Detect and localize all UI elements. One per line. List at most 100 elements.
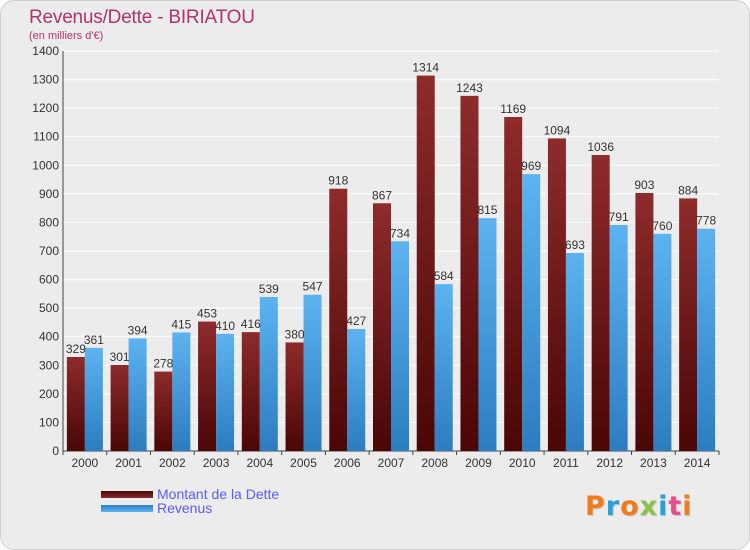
bar-revenue-2010 (522, 174, 541, 451)
legend-label-revenue: Revenus (157, 500, 213, 516)
x-tick-label: 2010 (509, 456, 536, 470)
proxiti-logo: Proxiti (585, 491, 693, 522)
x-tick-label: 2009 (465, 456, 492, 470)
data-label-revenue-2011: 693 (565, 238, 585, 252)
y-tick-label: 0 (52, 444, 59, 458)
data-label-revenue-2003: 410 (215, 319, 235, 333)
bar-revenue-2008 (434, 284, 453, 451)
x-tick-label: 2008 (421, 456, 448, 470)
bar-debt-2009 (460, 95, 479, 451)
bar-revenue-2011 (565, 253, 584, 451)
bar-debt-2004 (241, 332, 260, 451)
data-label-debt-2005: 380 (285, 327, 305, 341)
x-tick-label: 2002 (159, 456, 186, 470)
bar-revenue-2012 (609, 225, 628, 451)
bar-revenue-2006 (347, 329, 366, 451)
data-label-revenue-2007: 734 (390, 226, 410, 240)
data-label-debt-2013: 903 (634, 178, 654, 192)
data-label-debt-2012: 1036 (587, 140, 614, 154)
y-tick-label: 900 (39, 187, 59, 201)
data-label-revenue-2014: 778 (696, 214, 716, 228)
data-label-revenue-2013: 760 (652, 219, 672, 233)
y-tick-label: 300 (39, 358, 59, 372)
data-label-debt-2008: 1314 (412, 61, 439, 75)
legend-swatch-revenue (101, 504, 153, 512)
y-tick-label: 1000 (32, 158, 59, 172)
x-tick-label: 2012 (596, 456, 623, 470)
x-tick-label: 2013 (640, 456, 667, 470)
data-label-revenue-2000: 361 (84, 333, 104, 347)
data-label-debt-2014: 884 (678, 183, 698, 197)
legend: Montant de la Dette Revenus (101, 486, 280, 516)
bar-revenue-2000 (84, 347, 103, 451)
bar-revenue-2009 (478, 218, 497, 451)
data-label-debt-2003: 453 (197, 307, 217, 321)
bar-revenue-2005 (303, 294, 322, 451)
chart-subtitle: (en milliers d'€) (29, 30, 104, 42)
x-tick-label: 2005 (290, 456, 317, 470)
x-tick-label: 2000 (72, 456, 99, 470)
bar-revenue-2001 (128, 338, 147, 451)
legend-swatch-debt (101, 490, 153, 498)
y-tick-label: 500 (39, 301, 59, 315)
x-tick-label: 2004 (246, 456, 273, 470)
y-tick-label: 600 (39, 273, 59, 287)
bar-debt-2008 (416, 75, 435, 452)
data-label-revenue-2005: 547 (303, 280, 323, 294)
x-tick-label: 2001 (115, 456, 142, 470)
data-label-revenue-2009: 815 (477, 203, 497, 217)
data-label-debt-2000: 329 (66, 342, 86, 356)
bar-revenue-2014 (697, 228, 716, 451)
y-tick-label: 1400 (32, 44, 59, 58)
x-tick-label: 2003 (203, 456, 230, 470)
data-label-revenue-2002: 415 (171, 317, 191, 331)
y-tick-label: 100 (39, 415, 59, 429)
legend-label-debt: Montant de la Dette (157, 486, 280, 502)
x-tick-label: 2011 (553, 456, 579, 470)
y-tick-label: 800 (39, 215, 59, 229)
bar-debt-2005 (285, 342, 304, 451)
data-label-debt-2002: 278 (153, 357, 173, 371)
data-label-debt-2009: 1243 (456, 81, 483, 95)
chart-title: Revenus/Dette - BIRIATOU (29, 7, 255, 28)
y-tick-label: 1300 (32, 73, 59, 87)
bar-revenue-2002 (172, 332, 191, 451)
data-label-debt-2010: 1169 (500, 102, 526, 116)
bar-revenue-2013 (653, 233, 672, 451)
data-label-revenue-2012: 791 (609, 210, 629, 224)
y-tick-label: 1200 (32, 101, 59, 115)
data-label-debt-2004: 416 (241, 317, 261, 331)
data-label-revenue-2006: 427 (346, 314, 366, 328)
bar-debt-2007 (373, 203, 391, 451)
data-label-debt-2001: 301 (110, 350, 130, 364)
data-label-debt-2006: 918 (328, 174, 348, 188)
x-tick-label: 2014 (684, 456, 711, 470)
y-tick-label: 400 (39, 330, 59, 344)
y-tick-label: 1100 (33, 130, 59, 144)
data-label-debt-2007: 867 (372, 188, 392, 202)
bar-debt-2003 (198, 321, 217, 451)
y-tick-label: 200 (39, 387, 59, 401)
legend-item-debt: Montant de la Dette (101, 486, 280, 502)
bar-debt-2000 (66, 357, 85, 451)
legend-item-revenue: Revenus (101, 500, 279, 516)
bar-debt-2011 (547, 138, 566, 451)
bar-debt-2001 (110, 365, 129, 451)
bar-debt-2013 (635, 193, 654, 451)
data-label-revenue-2001: 394 (128, 323, 148, 337)
y-tick-label: 700 (39, 244, 59, 258)
bar-revenue-2003 (216, 333, 235, 451)
bar-debt-2010 (504, 117, 523, 451)
x-tick-label: 2007 (378, 456, 405, 470)
bar-revenue-2007 (391, 241, 409, 451)
bar-debt-2012 (591, 155, 610, 451)
data-label-debt-2011: 1094 (544, 123, 571, 137)
bar-revenue-2004 (259, 297, 278, 451)
data-label-revenue-2008: 584 (434, 269, 454, 283)
data-label-revenue-2004: 539 (259, 282, 279, 296)
bar-debt-2014 (679, 198, 698, 451)
bar-debt-2006 (329, 188, 348, 451)
bar-debt-2002 (154, 371, 173, 451)
